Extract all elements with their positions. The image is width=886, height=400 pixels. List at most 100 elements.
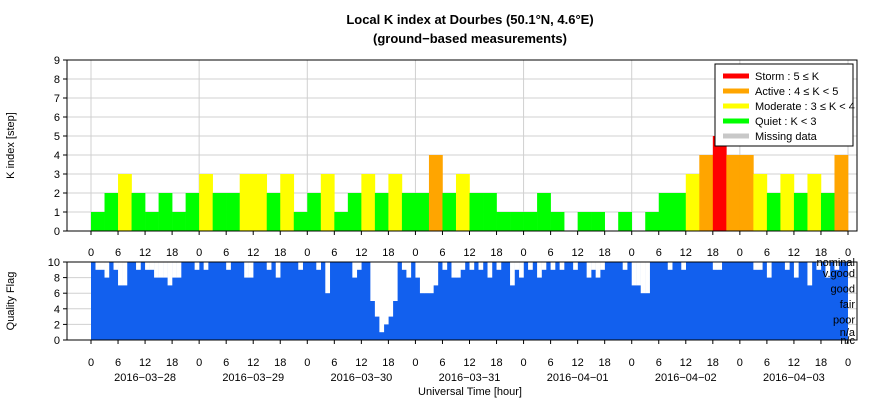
x-tick-label: 0 xyxy=(629,247,635,259)
quality-bar-dip xyxy=(681,262,686,270)
quality-bar-dip xyxy=(415,262,421,278)
quality-bar-dip xyxy=(145,262,150,270)
quality-bar-dip xyxy=(591,262,596,270)
quality-bar-dip xyxy=(370,262,376,301)
quality-bar-dip xyxy=(424,262,430,294)
k-bar xyxy=(442,193,457,231)
x-tick-label: 0 xyxy=(521,247,527,259)
quality-bar-dip xyxy=(487,262,493,278)
quality-bar-dip xyxy=(559,262,565,270)
k-bar xyxy=(510,212,524,231)
k-bar xyxy=(834,155,849,231)
quality-bar-dip xyxy=(816,262,822,270)
k-bar xyxy=(145,212,159,231)
legend: Storm : 5 ≤ K Active : 4 ≤ K < 5 Moderate … xyxy=(714,63,855,147)
k-bar xyxy=(158,193,173,231)
quality-bar-dip xyxy=(825,262,831,278)
quality-bar-dip xyxy=(640,262,646,294)
k-bar xyxy=(618,212,633,231)
k-x-ticks: 0 6 12 18 0 6 12 18 0 6 12 18 0 6 12 18 0 6 12 18 0 6 12 18 0 6 12… xyxy=(88,231,851,259)
k-bar xyxy=(334,212,349,231)
x-tick-label: 6 xyxy=(115,247,121,259)
k-bar xyxy=(415,193,430,231)
x-tick-label: 0 xyxy=(737,357,743,369)
k-bar xyxy=(496,212,511,231)
quality-bar-dip xyxy=(158,262,164,278)
x-tick-label: 12 xyxy=(463,247,475,259)
k-bar xyxy=(428,155,443,231)
x-tick-label: 12 xyxy=(139,357,151,369)
x-tick-label: 6 xyxy=(223,357,229,369)
quality-bar-dip xyxy=(636,262,641,286)
k-bar xyxy=(172,212,186,231)
quality-bar-dip xyxy=(510,262,515,286)
legend-entry: Moderate : 3 ≤ K < 4 xyxy=(755,101,855,113)
quality-level-label: poor xyxy=(833,315,855,327)
quality-bar-dip xyxy=(550,262,556,270)
quality-level-label: fair xyxy=(840,299,856,311)
q-y-tick-label: 4 xyxy=(54,304,60,316)
x-tick-label: 18 xyxy=(274,247,286,259)
date-label: 2016−04−02 xyxy=(655,372,717,384)
k-bar xyxy=(91,212,105,231)
x-tick-label: 12 xyxy=(680,357,692,369)
x-tick-label: 18 xyxy=(490,247,502,259)
quality-bar-dip xyxy=(573,262,578,270)
quality-bar-dip xyxy=(226,262,231,270)
legend-entry: Active : 4 ≤ K < 5 xyxy=(755,86,838,98)
x-tick-label: 18 xyxy=(166,357,178,369)
quality-bar-dip xyxy=(392,262,398,301)
x-tick-label: 18 xyxy=(274,357,286,369)
k-bar xyxy=(699,155,714,231)
quality-bar-dip xyxy=(100,262,105,270)
quality-bar-dip xyxy=(298,262,303,270)
quality-bar-dip xyxy=(388,262,394,317)
q-y-tick-label: 6 xyxy=(54,288,60,300)
x-tick-label: 6 xyxy=(331,247,337,259)
quality-bar-dip xyxy=(122,262,128,286)
quality-x-ticks: 0 6 12 18 0 6 12 18 0 6 12 18 0 6 12 18 0 6 12 18 0 6 12 18 0 6 12… xyxy=(88,340,851,369)
x-tick-label: 6 xyxy=(548,247,554,259)
quality-bar-dip xyxy=(717,262,723,270)
x-tick-label: 12 xyxy=(247,247,259,259)
x-tick-label: 12 xyxy=(355,247,367,259)
quality-bar-dip xyxy=(451,262,457,278)
quality-bar-dip xyxy=(379,262,385,333)
x-tick-label: 12 xyxy=(355,357,367,369)
quality-bar-dip xyxy=(807,262,813,286)
quality-bar-dip xyxy=(766,262,772,278)
x-tick-label: 0 xyxy=(304,357,310,369)
k-bar xyxy=(645,212,660,231)
k-y-axis-label: K index [step] xyxy=(5,112,17,179)
quality-bar-dip xyxy=(667,262,673,270)
legend-entry: Missing data xyxy=(755,131,818,143)
x-tick-label: 12 xyxy=(572,357,584,369)
quality-y-axis-label: Quality Flag xyxy=(5,272,17,331)
x-tick-label: 0 xyxy=(412,247,418,259)
k-bar xyxy=(483,193,497,231)
k-y-tick-label: 4 xyxy=(54,150,60,162)
quality-bar-dip xyxy=(248,262,254,278)
quality-bar-dip xyxy=(478,262,484,270)
quality-bar-dip xyxy=(275,262,281,278)
k-bar xyxy=(780,174,795,231)
q-y-tick-label: 8 xyxy=(54,273,60,285)
quality-level-label: good xyxy=(831,284,855,296)
x-tick-label: 12 xyxy=(463,357,475,369)
k-bar xyxy=(591,212,605,231)
k-y-tick-label: 1 xyxy=(54,207,60,219)
quality-bar-dip xyxy=(325,262,331,294)
k-index-bars xyxy=(91,136,849,231)
k-y-tick-label: 9 xyxy=(54,55,60,67)
quality-bars xyxy=(91,262,848,340)
k-bar xyxy=(212,193,227,231)
x-tick-label: 6 xyxy=(115,357,121,369)
k-bar xyxy=(726,155,741,231)
quality-bar-dip xyxy=(172,262,177,278)
x-tick-label: 0 xyxy=(521,357,527,369)
quality-bar-dip xyxy=(595,262,601,278)
x-tick-label: 18 xyxy=(815,247,827,259)
x-tick-label: 12 xyxy=(680,247,692,259)
